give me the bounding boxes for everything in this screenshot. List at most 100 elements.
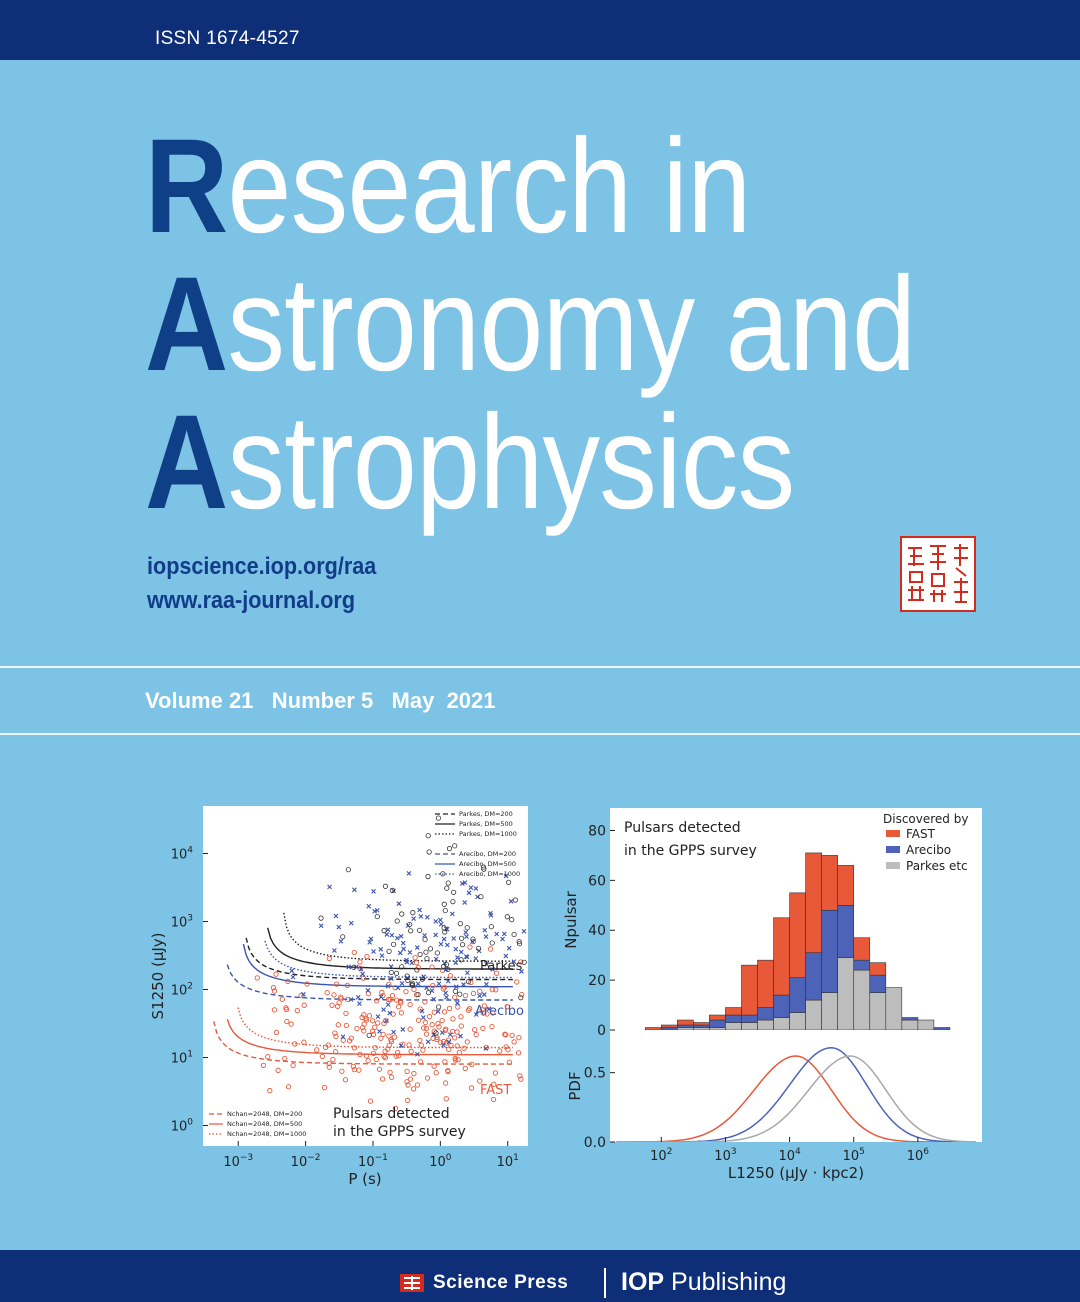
fast-point: [357, 959, 363, 965]
fast-point: [382, 1055, 389, 1061]
scatter-legend-label: Arecibo, DM=200: [459, 850, 516, 858]
fast-point: [424, 1075, 431, 1081]
fast-point: [404, 1068, 410, 1074]
fast-point: [367, 1098, 374, 1104]
hist-bar-arecibo: [725, 1014, 742, 1023]
fast-point: [446, 1005, 453, 1012]
luminosity-histogram: Pulsars detected in the GPPS survey Disc…: [610, 808, 982, 1030]
fast-point: [407, 1076, 414, 1082]
arecibo-point: [327, 884, 332, 890]
parkes-point: [452, 843, 458, 849]
parkes-point: [374, 913, 380, 920]
arecibo-point: [336, 924, 342, 930]
hist-bar-fast: [661, 1024, 678, 1028]
fast-point: [332, 1049, 339, 1055]
hist-y-tick-label: 20: [588, 973, 606, 989]
fast-point: [515, 1050, 522, 1056]
arecibo-point: [424, 985, 429, 991]
arecibo-point: [358, 966, 364, 972]
parkes-point: [407, 921, 413, 928]
fast-point: [456, 1049, 462, 1056]
fast-point: [343, 1010, 349, 1017]
url-raa-journal[interactable]: www.raa-journal.org: [147, 587, 356, 614]
hist-y-tick-label: 60: [588, 873, 606, 889]
label-fast: FAST: [480, 1083, 511, 1098]
arecibo-point: [414, 945, 420, 950]
scatter-legend-label: Nchan=2048, DM=1000: [227, 1130, 306, 1138]
arecibo-point: [355, 994, 361, 1000]
fast-point: [354, 1026, 360, 1032]
arecibo-point: [384, 932, 390, 937]
arecibo-point: [508, 898, 514, 904]
arecibo-point: [483, 981, 489, 987]
fast-point: [443, 1026, 449, 1032]
hist-bar-arecibo: [853, 959, 871, 971]
parkes-point: [464, 925, 470, 931]
fast-point: [434, 1036, 440, 1042]
parkes-point: [441, 901, 447, 907]
pdf-x-tick-label: 102: [650, 1147, 672, 1164]
fast-point: [420, 1047, 426, 1053]
pdf-y-tick-label: 0.0: [584, 1135, 606, 1151]
url-iopscience[interactable]: iopscience.iop.org/raa: [147, 553, 377, 580]
parkes-point: [425, 990, 432, 996]
arecibo-point: [415, 1051, 420, 1057]
hist-y-tick-label: 80: [588, 823, 606, 839]
period-flux-svg: Pulsars detected in the GPPS survey Park…: [209, 810, 527, 1140]
arecibo-curve-dm200: [226, 964, 513, 1001]
fast-point: [452, 1035, 458, 1041]
arecibo-point: [371, 888, 376, 894]
arecibo-point: [396, 901, 402, 907]
arecibo-point: [506, 945, 512, 951]
fast-point: [363, 1015, 369, 1022]
parkes-point: [435, 815, 442, 821]
fast-point: [351, 949, 357, 956]
fast-point: [464, 1039, 470, 1045]
arecibo-point: [466, 890, 472, 896]
arecibo-point: [398, 933, 404, 939]
hist-bar-fast: [853, 937, 871, 961]
arecibo-point: [290, 974, 296, 980]
arecibo-point: [484, 961, 490, 967]
hist-bar-parkes-etc: [901, 1019, 919, 1030]
arecibo-point: [400, 940, 406, 946]
fast-point: [326, 955, 332, 962]
arecibo-point: [419, 1008, 425, 1014]
hist-legend-swatch: [886, 846, 900, 853]
arecibo-point: [447, 1032, 453, 1037]
fast-point: [326, 1060, 332, 1067]
arecibo-point: [438, 921, 444, 927]
pdf-line-arecibo: [616, 1046, 976, 1142]
arecibo-point: [458, 1033, 463, 1039]
fast-point: [366, 1013, 372, 1019]
fast-point: [418, 1042, 425, 1048]
parkes-point: [417, 951, 423, 958]
arecibo-point: [445, 978, 451, 984]
arecibo-point: [503, 953, 509, 959]
fast-point: [403, 988, 409, 995]
fast-point: [435, 1021, 441, 1027]
fast-point: [452, 994, 458, 1000]
arecibo-point: [391, 1029, 396, 1035]
fast-point: [514, 979, 520, 985]
parkes-point: [419, 976, 425, 982]
fast-point: [422, 999, 428, 1005]
arecibo-point: [463, 929, 469, 935]
parkes-point: [441, 925, 447, 931]
arecibo-point: [465, 970, 470, 976]
fast-point: [430, 983, 436, 989]
fast-point: [431, 1063, 437, 1069]
arecibo-point: [415, 981, 421, 987]
fast-point: [273, 971, 279, 977]
arecibo-curve-dm500: [242, 943, 513, 988]
fast-point: [479, 1007, 485, 1013]
fast-point: [374, 998, 380, 1004]
fast-point: [387, 1069, 393, 1076]
fast-point: [388, 1037, 394, 1043]
scatter-x-label: P (s): [348, 1170, 381, 1188]
fast-point: [275, 1067, 281, 1073]
title-initial-a1: A: [145, 250, 228, 399]
label-arecibo: Arecibo: [475, 1004, 524, 1019]
parkes-point: [427, 946, 434, 952]
hist-bar-arecibo: [789, 977, 806, 1013]
